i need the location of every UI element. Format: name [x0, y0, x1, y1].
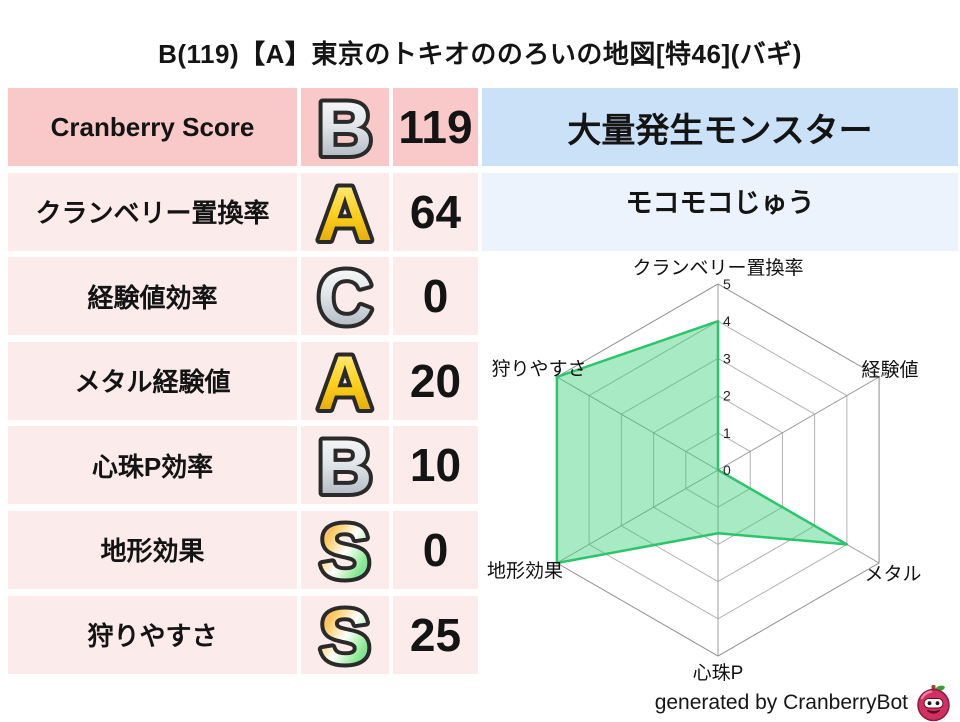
stat-label: メタル経験値 [8, 341, 297, 420]
stat-value: 20 [393, 341, 478, 420]
stat-label: 狩りやすさ [8, 595, 297, 674]
stats-table: Cranberry Score B 119 クランベリー置換率 A 64 経験値効率 C 0 メタ… [8, 83, 478, 684]
radar-axis-label: 経験値 [861, 359, 918, 381]
radar-axis-label: 地形効果 [487, 560, 563, 582]
grade-cell: S [301, 591, 389, 684]
stat-value: 25 [393, 595, 478, 674]
stat-row: 地形効果 S 0 [8, 506, 478, 599]
stat-label: 地形効果 [8, 510, 297, 589]
radar-axis-label: 心珠P [693, 662, 744, 684]
grade-cell: S [301, 506, 389, 599]
stat-row: 心珠P効率 B 10 [8, 421, 478, 514]
grade-cell: A [301, 168, 389, 261]
monster-panel-header: 大量発生モンスター [482, 88, 958, 166]
grade-letter-icon: S [316, 591, 375, 684]
svg-text:B: B [318, 87, 373, 172]
grade-cell: C [301, 252, 389, 345]
radar-tick-label: 1 [723, 425, 731, 441]
stat-value: 119 [393, 88, 478, 166]
stat-label: 経験値効率 [8, 257, 297, 336]
stat-value: 10 [393, 426, 478, 505]
stat-row: クランベリー置換率 A 64 [8, 168, 478, 261]
grade-letter-icon: A [314, 337, 377, 430]
grade-cell: A [301, 337, 389, 430]
svg-text:A: A [318, 341, 373, 426]
stat-row: 経験値効率 C 0 [8, 252, 478, 345]
radar-axis-spoke [717, 376, 880, 471]
grade-letter-icon: B [314, 83, 377, 176]
grade-letter-icon: S [316, 506, 375, 599]
grade-cell: B [301, 83, 389, 176]
stat-value: 0 [393, 257, 478, 336]
radar-tick-label: 2 [723, 388, 731, 404]
stat-row: Cranberry Score B 119 [8, 83, 478, 176]
footer: generated by CranberryBot [655, 684, 954, 722]
grade-letter-icon: B [314, 421, 377, 514]
grade-cell: B [301, 421, 389, 514]
radar-series-polygon [555, 319, 849, 565]
radar-tick-label: 4 [723, 313, 731, 329]
radar-axis-label: クランベリー置換率 [632, 257, 803, 279]
monster-name: モコモコじゅう [482, 172, 958, 251]
credit-text: generated by CranberryBot [654, 691, 908, 714]
radar-axis-label: 狩りやすさ [491, 358, 586, 380]
stat-row: 狩りやすさ S 25 [8, 591, 478, 684]
svg-text:B: B [318, 425, 373, 510]
radar-axis-spoke [556, 469, 719, 564]
svg-text:S: S [320, 595, 371, 680]
cranberry-bot-icon [917, 685, 950, 722]
svg-text:A: A [318, 172, 373, 257]
radar-tick-label: 5 [723, 276, 731, 292]
stat-value: 0 [393, 510, 478, 589]
stat-label: Cranberry Score [8, 88, 297, 166]
stat-label: クランベリー置換率 [8, 172, 297, 251]
stat-row: メタル経験値 A 20 [8, 337, 478, 430]
stat-label: 心珠P効率 [8, 426, 297, 505]
stat-value: 64 [393, 172, 478, 251]
grade-letter-icon: C [314, 252, 377, 345]
svg-text:C: C [318, 256, 373, 341]
grade-letter-icon: A [314, 168, 377, 261]
svg-text:S: S [320, 510, 371, 595]
radar-axis-label: メタル [864, 563, 921, 585]
radar-tick-label: 0 [723, 462, 731, 478]
radar-tick-label: 3 [723, 350, 731, 366]
page-title: B(119)【A】東京のトキオののろいの地図[特46](バギ) [158, 39, 802, 69]
radar-axis-spoke [556, 376, 719, 471]
